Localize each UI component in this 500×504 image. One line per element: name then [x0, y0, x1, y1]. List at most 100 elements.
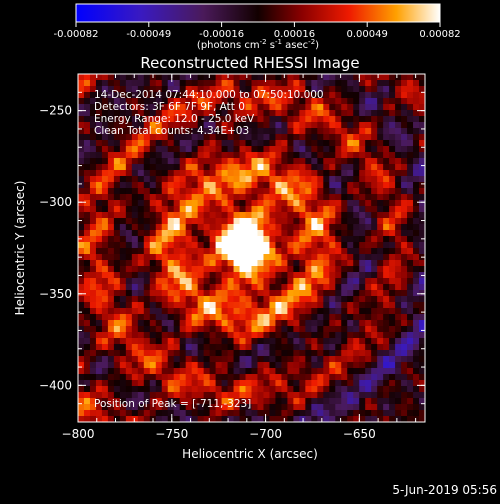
heatmap-cell	[353, 236, 360, 243]
heatmap-cell	[197, 350, 205, 357]
heatmap-cell	[185, 236, 193, 243]
heatmap-cell	[395, 134, 402, 141]
heatmap-cell	[341, 242, 348, 249]
heatmap-cell	[125, 302, 133, 309]
heatmap-cell	[203, 122, 211, 129]
heatmap-cell	[353, 116, 360, 123]
heatmap-cell	[275, 128, 283, 135]
heatmap-cell	[383, 362, 390, 369]
heatmap-cell	[383, 122, 390, 129]
heatmap-cell	[281, 368, 288, 375]
heatmap-cell	[107, 344, 115, 351]
heatmap-cell	[359, 80, 366, 87]
heatmap-cell	[215, 296, 223, 303]
heatmap-cell	[149, 224, 157, 231]
heatmap-cell	[371, 272, 378, 279]
heatmap-cell	[353, 74, 360, 81]
heatmap-cell	[371, 254, 378, 261]
heatmap-cell	[395, 248, 402, 255]
heatmap-cell	[233, 266, 241, 273]
heatmap-cell	[197, 194, 205, 201]
heatmap-cell	[113, 398, 121, 405]
heatmap-cell	[209, 92, 217, 99]
heatmap-cell	[143, 80, 151, 87]
heatmap-cell	[209, 296, 217, 303]
heatmap-cell	[155, 80, 163, 87]
heatmap-cell	[299, 104, 306, 111]
heatmap-cell	[263, 176, 271, 183]
heatmap-cell	[413, 218, 420, 225]
heatmap-cell	[395, 272, 402, 279]
heatmap-cell	[317, 230, 324, 237]
heatmap-cell	[257, 326, 265, 333]
heatmap-cell	[137, 98, 145, 105]
heatmap-cell	[281, 224, 288, 231]
heatmap-cell	[197, 410, 205, 417]
heatmap-cell	[83, 74, 91, 81]
heatmap-cell	[173, 116, 181, 123]
heatmap-cell	[95, 236, 103, 243]
heatmap-cell	[395, 410, 402, 417]
heatmap-cell	[89, 92, 97, 99]
heatmap-cell	[173, 86, 181, 93]
heatmap-cell	[407, 164, 414, 171]
heatmap-cell	[419, 302, 425, 309]
heatmap-cell	[83, 368, 91, 375]
heatmap-cell	[89, 254, 97, 261]
heatmap-cell	[167, 242, 175, 249]
heatmap-cell	[353, 392, 360, 399]
heatmap-cell	[377, 410, 384, 417]
heatmap-cell	[209, 248, 217, 255]
heatmap-cell	[119, 146, 127, 153]
heatmap-cell	[359, 194, 366, 201]
heatmap-cell	[221, 386, 229, 393]
heatmap-cell	[263, 230, 271, 237]
heatmap-cell	[341, 224, 348, 231]
heatmap-cell	[173, 254, 181, 261]
heatmap-cell	[377, 200, 384, 207]
heatmap-cell	[197, 248, 205, 255]
heatmap-cell	[239, 236, 247, 243]
heatmap-cell	[131, 320, 139, 327]
heatmap-cell	[329, 86, 336, 93]
heatmap-cell	[377, 278, 384, 285]
heatmap-cell	[371, 86, 378, 93]
heatmap-cell	[161, 116, 169, 123]
heatmap-cell	[365, 374, 372, 381]
heatmap-cell	[203, 206, 211, 213]
heatmap-cell	[185, 158, 193, 165]
heatmap-cell	[131, 290, 139, 297]
heatmap-cell	[215, 278, 223, 285]
heatmap-cell	[143, 116, 151, 123]
heatmap-cell	[257, 146, 265, 153]
heatmap-cell	[89, 356, 97, 363]
heatmap-cell	[275, 314, 283, 321]
heatmap-cell	[341, 206, 348, 213]
heatmap-cell	[401, 362, 408, 369]
heatmap-cell	[245, 266, 253, 273]
heatmap-cell	[413, 98, 420, 105]
heatmap-cell	[179, 104, 187, 111]
heatmap-cell	[275, 296, 283, 303]
heatmap-cell	[263, 290, 271, 297]
heatmap-cell	[419, 116, 425, 123]
heatmap-cell	[245, 344, 253, 351]
heatmap-cell	[263, 182, 271, 189]
heatmap-cell	[167, 152, 175, 159]
heatmap-cell	[395, 404, 402, 411]
heatmap-cell	[131, 158, 139, 165]
heatmap-cell	[341, 128, 348, 135]
heatmap-cell	[95, 344, 103, 351]
heatmap-cell	[125, 290, 133, 297]
heatmap-cell	[83, 326, 91, 333]
heatmap-cell	[107, 260, 115, 267]
heatmap-cell	[419, 266, 425, 273]
heatmap-cell	[257, 80, 265, 87]
heatmap-cell	[245, 236, 253, 243]
heatmap-cell	[107, 278, 115, 285]
heatmap-cell	[263, 278, 271, 285]
heatmap-cell	[143, 104, 151, 111]
heatmap-cell	[293, 368, 300, 375]
heatmap-cell	[215, 98, 223, 105]
heatmap-cell	[329, 404, 336, 411]
